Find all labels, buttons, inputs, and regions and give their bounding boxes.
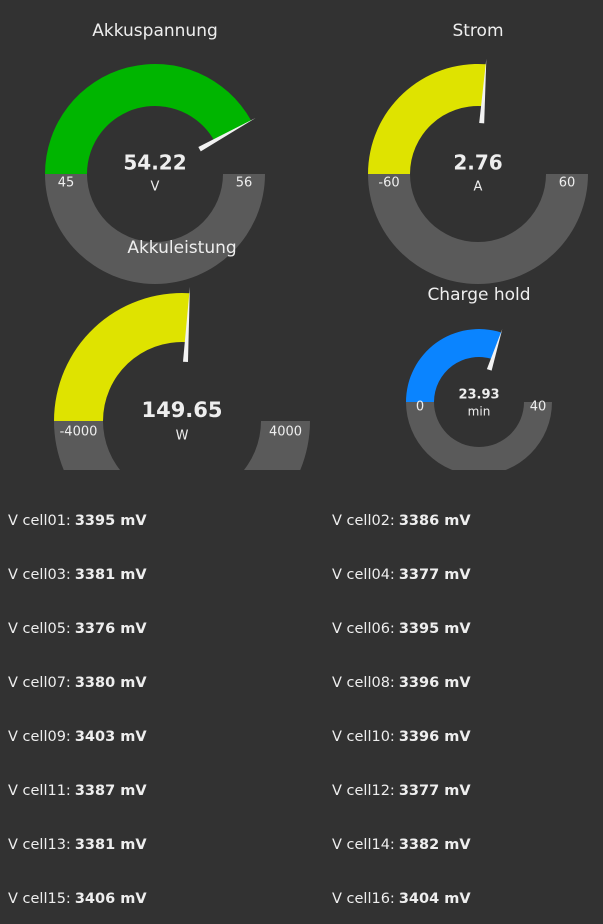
cell-label: V cell02: bbox=[332, 513, 395, 529]
gauge-needle bbox=[198, 117, 256, 152]
cell-value: 3377 mV bbox=[398, 783, 471, 799]
cell-row: V cell04: 3377 mV bbox=[332, 565, 471, 585]
gauge-value: 54.22 bbox=[123, 151, 186, 175]
cell-row: V cell01: 3395 mV bbox=[8, 511, 147, 531]
cell-row: V cell03: 3381 mV bbox=[8, 565, 147, 585]
gauge-needle bbox=[479, 58, 487, 124]
cell-row: V cell07: 3380 mV bbox=[8, 673, 147, 693]
cell-value: 3395 mV bbox=[74, 513, 147, 529]
cell-row: V cell09: 3403 mV bbox=[8, 727, 147, 747]
cell-label: V cell06: bbox=[332, 621, 395, 637]
gauge-track bbox=[368, 174, 588, 284]
cell-row: V cell15: 3406 mV bbox=[8, 889, 147, 909]
cell-label: V cell16: bbox=[332, 891, 395, 907]
cell-value: 3380 mV bbox=[74, 675, 147, 691]
gauge-fill bbox=[45, 64, 252, 174]
gauge-max: 40 bbox=[530, 400, 547, 415]
gauge-value: 149.65 bbox=[141, 398, 222, 422]
gauge-fill bbox=[54, 293, 190, 421]
gauge-needle bbox=[182, 286, 190, 362]
gauge-max: 4000 bbox=[269, 425, 302, 440]
cell-value: 3381 mV bbox=[74, 837, 147, 853]
cell-label: V cell14: bbox=[332, 837, 395, 853]
gauge-needle bbox=[486, 328, 503, 371]
cell-value: 3406 mV bbox=[74, 891, 147, 907]
cell-value: 3396 mV bbox=[398, 729, 471, 745]
cell-label: V cell07: bbox=[8, 675, 71, 691]
cell-row: V cell10: 3396 mV bbox=[332, 727, 471, 747]
cell-row: V cell16: 3404 mV bbox=[332, 889, 471, 909]
cell-value: 3382 mV bbox=[398, 837, 471, 853]
cell-row: V cell08: 3396 mV bbox=[332, 673, 471, 693]
gauge-track bbox=[54, 421, 310, 470]
gauge-unit: V bbox=[151, 180, 160, 195]
cell-row: V cell13: 3381 mV bbox=[8, 835, 147, 855]
gauge-title: Strom bbox=[452, 21, 503, 41]
cell-label: V cell08: bbox=[332, 675, 395, 691]
gauge-min: 45 bbox=[58, 176, 75, 191]
cell-value: 3387 mV bbox=[74, 783, 147, 799]
gauge-min: -60 bbox=[378, 176, 399, 191]
cell-value: 3395 mV bbox=[398, 621, 471, 637]
gauge-max: 60 bbox=[559, 176, 576, 191]
gauge-track bbox=[45, 174, 265, 284]
gauges: Akkuspannung 54.22 V 45 56 Strom 2.76 A -60 60 Akk… bbox=[45, 21, 588, 470]
gauge-unit: min bbox=[468, 405, 491, 419]
cell-value: 3386 mV bbox=[398, 513, 471, 529]
gauge-min: -4000 bbox=[60, 425, 98, 440]
cell-label: V cell05: bbox=[8, 621, 71, 637]
cell-row: V cell14: 3382 mV bbox=[332, 835, 471, 855]
gauge-max: 56 bbox=[236, 176, 253, 191]
cell-value: 3381 mV bbox=[74, 567, 147, 583]
cell-label: V cell09: bbox=[8, 729, 71, 745]
cell-label: V cell03: bbox=[8, 567, 71, 583]
gauge-min: 0 bbox=[416, 400, 424, 415]
cell-value: 3376 mV bbox=[74, 621, 147, 637]
gauge-fill bbox=[406, 328, 502, 402]
cell-label: V cell13: bbox=[8, 837, 71, 853]
cell-label: V cell04: bbox=[332, 567, 395, 583]
gauge-track bbox=[406, 402, 552, 470]
cell-row: V cell05: 3376 mV bbox=[8, 619, 147, 639]
gauge-unit: A bbox=[474, 180, 483, 195]
cell-value: 3404 mV bbox=[398, 891, 471, 907]
gauge-fill bbox=[368, 63, 486, 174]
cell-label: V cell10: bbox=[332, 729, 395, 745]
cell-row: V cell02: 3386 mV bbox=[332, 511, 471, 531]
gauge-title: Akkuleistung bbox=[127, 238, 236, 258]
gauge-title: Charge hold bbox=[427, 285, 530, 305]
gauge-value: 23.93 bbox=[458, 388, 499, 403]
cell-label: V cell01: bbox=[8, 513, 71, 529]
cell-label: V cell12: bbox=[332, 783, 395, 799]
cell-value: 3396 mV bbox=[398, 675, 471, 691]
gauge-title: Akkuspannung bbox=[92, 21, 218, 41]
cell-row: V cell12: 3377 mV bbox=[332, 781, 471, 801]
gauge-unit: W bbox=[176, 429, 189, 444]
cell-row: V cell11: 3387 mV bbox=[8, 781, 147, 801]
cell-value: 3403 mV bbox=[74, 729, 147, 745]
cell-label: V cell15: bbox=[8, 891, 71, 907]
cell-row: V cell06: 3395 mV bbox=[332, 619, 471, 639]
cell-value: 3377 mV bbox=[398, 567, 471, 583]
gauge-value: 2.76 bbox=[453, 151, 502, 175]
cell-label: V cell11: bbox=[8, 783, 71, 799]
